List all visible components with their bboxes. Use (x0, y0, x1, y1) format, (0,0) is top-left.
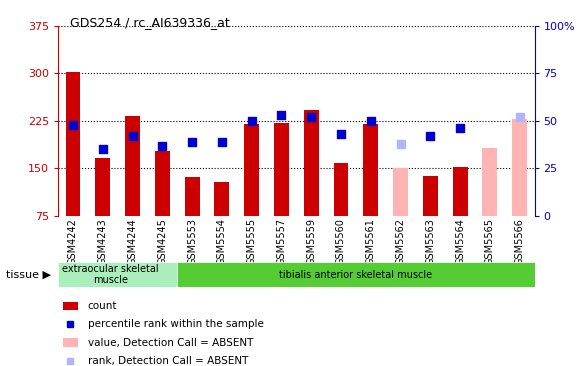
Text: GSM5565: GSM5565 (485, 218, 495, 265)
Bar (512, 119, 527, 216)
Point (366, 118, 375, 124)
Bar (95, 158, 110, 216)
Point (336, 131, 346, 137)
Text: GSM5566: GSM5566 (515, 218, 525, 265)
Text: GSM5555: GSM5555 (247, 218, 257, 265)
Bar (393, 168, 408, 216)
Point (98, 146, 107, 152)
Text: GSM4243: GSM4243 (98, 218, 107, 265)
Text: GSM4245: GSM4245 (157, 218, 167, 265)
Text: GSM5559: GSM5559 (306, 218, 316, 265)
Point (247, 118, 256, 124)
Point (456, 126, 465, 131)
Bar (125, 116, 140, 216)
Point (277, 112, 286, 118)
Bar (482, 148, 497, 216)
Point (426, 133, 435, 139)
Text: GSM5554: GSM5554 (217, 218, 227, 265)
Text: GSM5564: GSM5564 (455, 218, 465, 265)
Text: value, Detection Call = ABSENT: value, Detection Call = ABSENT (88, 337, 253, 348)
Bar (453, 167, 468, 216)
Text: extraocular skeletal
muscle: extraocular skeletal muscle (62, 264, 159, 285)
Bar (304, 110, 318, 216)
Text: rank, Detection Call = ABSENT: rank, Detection Call = ABSENT (88, 356, 248, 366)
Text: GSM5553: GSM5553 (187, 218, 197, 265)
Bar (63, 302, 78, 310)
Point (188, 139, 197, 145)
Bar (185, 177, 199, 216)
Point (307, 114, 316, 120)
Bar (214, 182, 229, 216)
Text: GSM5560: GSM5560 (336, 218, 346, 265)
Bar (66, 72, 80, 216)
FancyBboxPatch shape (58, 262, 177, 287)
Point (396, 141, 405, 146)
Bar (333, 163, 349, 216)
Bar (244, 124, 259, 216)
Text: percentile rank within the sample: percentile rank within the sample (88, 319, 264, 329)
Bar (63, 338, 78, 347)
Text: count: count (88, 301, 117, 311)
Text: GSM5561: GSM5561 (366, 218, 376, 265)
Bar (363, 124, 378, 216)
Text: tissue ▶: tissue ▶ (6, 269, 51, 280)
FancyBboxPatch shape (177, 262, 550, 287)
Text: GDS254 / rc_AI639336_at: GDS254 / rc_AI639336_at (70, 16, 229, 30)
Bar (155, 150, 170, 216)
Point (69, 122, 78, 127)
Point (157, 143, 167, 149)
Point (128, 133, 137, 139)
Bar (274, 123, 289, 216)
Text: GSM4242: GSM4242 (68, 218, 78, 265)
Text: tibialis anterior skeletal muscle: tibialis anterior skeletal muscle (279, 269, 432, 280)
Text: GSM5562: GSM5562 (396, 218, 406, 265)
Text: GSM4244: GSM4244 (128, 218, 138, 265)
Point (217, 139, 227, 145)
Text: GSM5557: GSM5557 (277, 218, 286, 265)
Point (515, 114, 524, 120)
Bar (423, 176, 437, 216)
Text: GSM5563: GSM5563 (425, 218, 435, 265)
